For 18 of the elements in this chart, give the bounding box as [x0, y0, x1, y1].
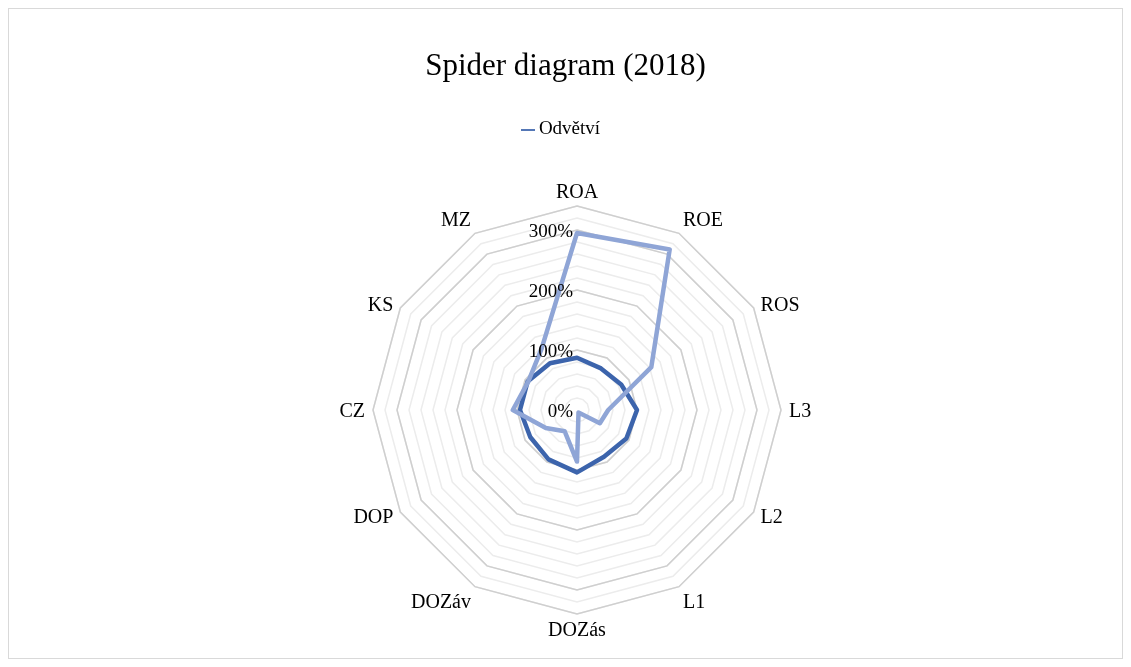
spoke-label: ROS	[760, 293, 800, 316]
spoke-label: ROE	[683, 208, 723, 231]
spoke-label: L1	[683, 589, 706, 612]
spoke-label: DOP	[353, 505, 394, 528]
y-tick-label: 100%	[528, 340, 574, 361]
y-tick-label: 200%	[528, 280, 574, 301]
spoke-label: L2	[760, 505, 783, 528]
legend-label: Odvětví	[538, 117, 601, 138]
chart-title: Spider diagram (2018)	[424, 47, 707, 83]
y-tick-label: 300%	[528, 220, 574, 241]
spoke-label: ROA	[555, 180, 599, 202]
spoke-label: DOZáv	[411, 589, 471, 612]
spoke-label: KS	[367, 293, 394, 316]
y-tick-label: 0%	[547, 400, 574, 421]
spoke-label: L3	[789, 399, 812, 422]
spoke-label: DOZás	[548, 618, 607, 641]
spoke-label: CZ	[339, 399, 365, 422]
spoke-label: MZ	[441, 208, 471, 231]
